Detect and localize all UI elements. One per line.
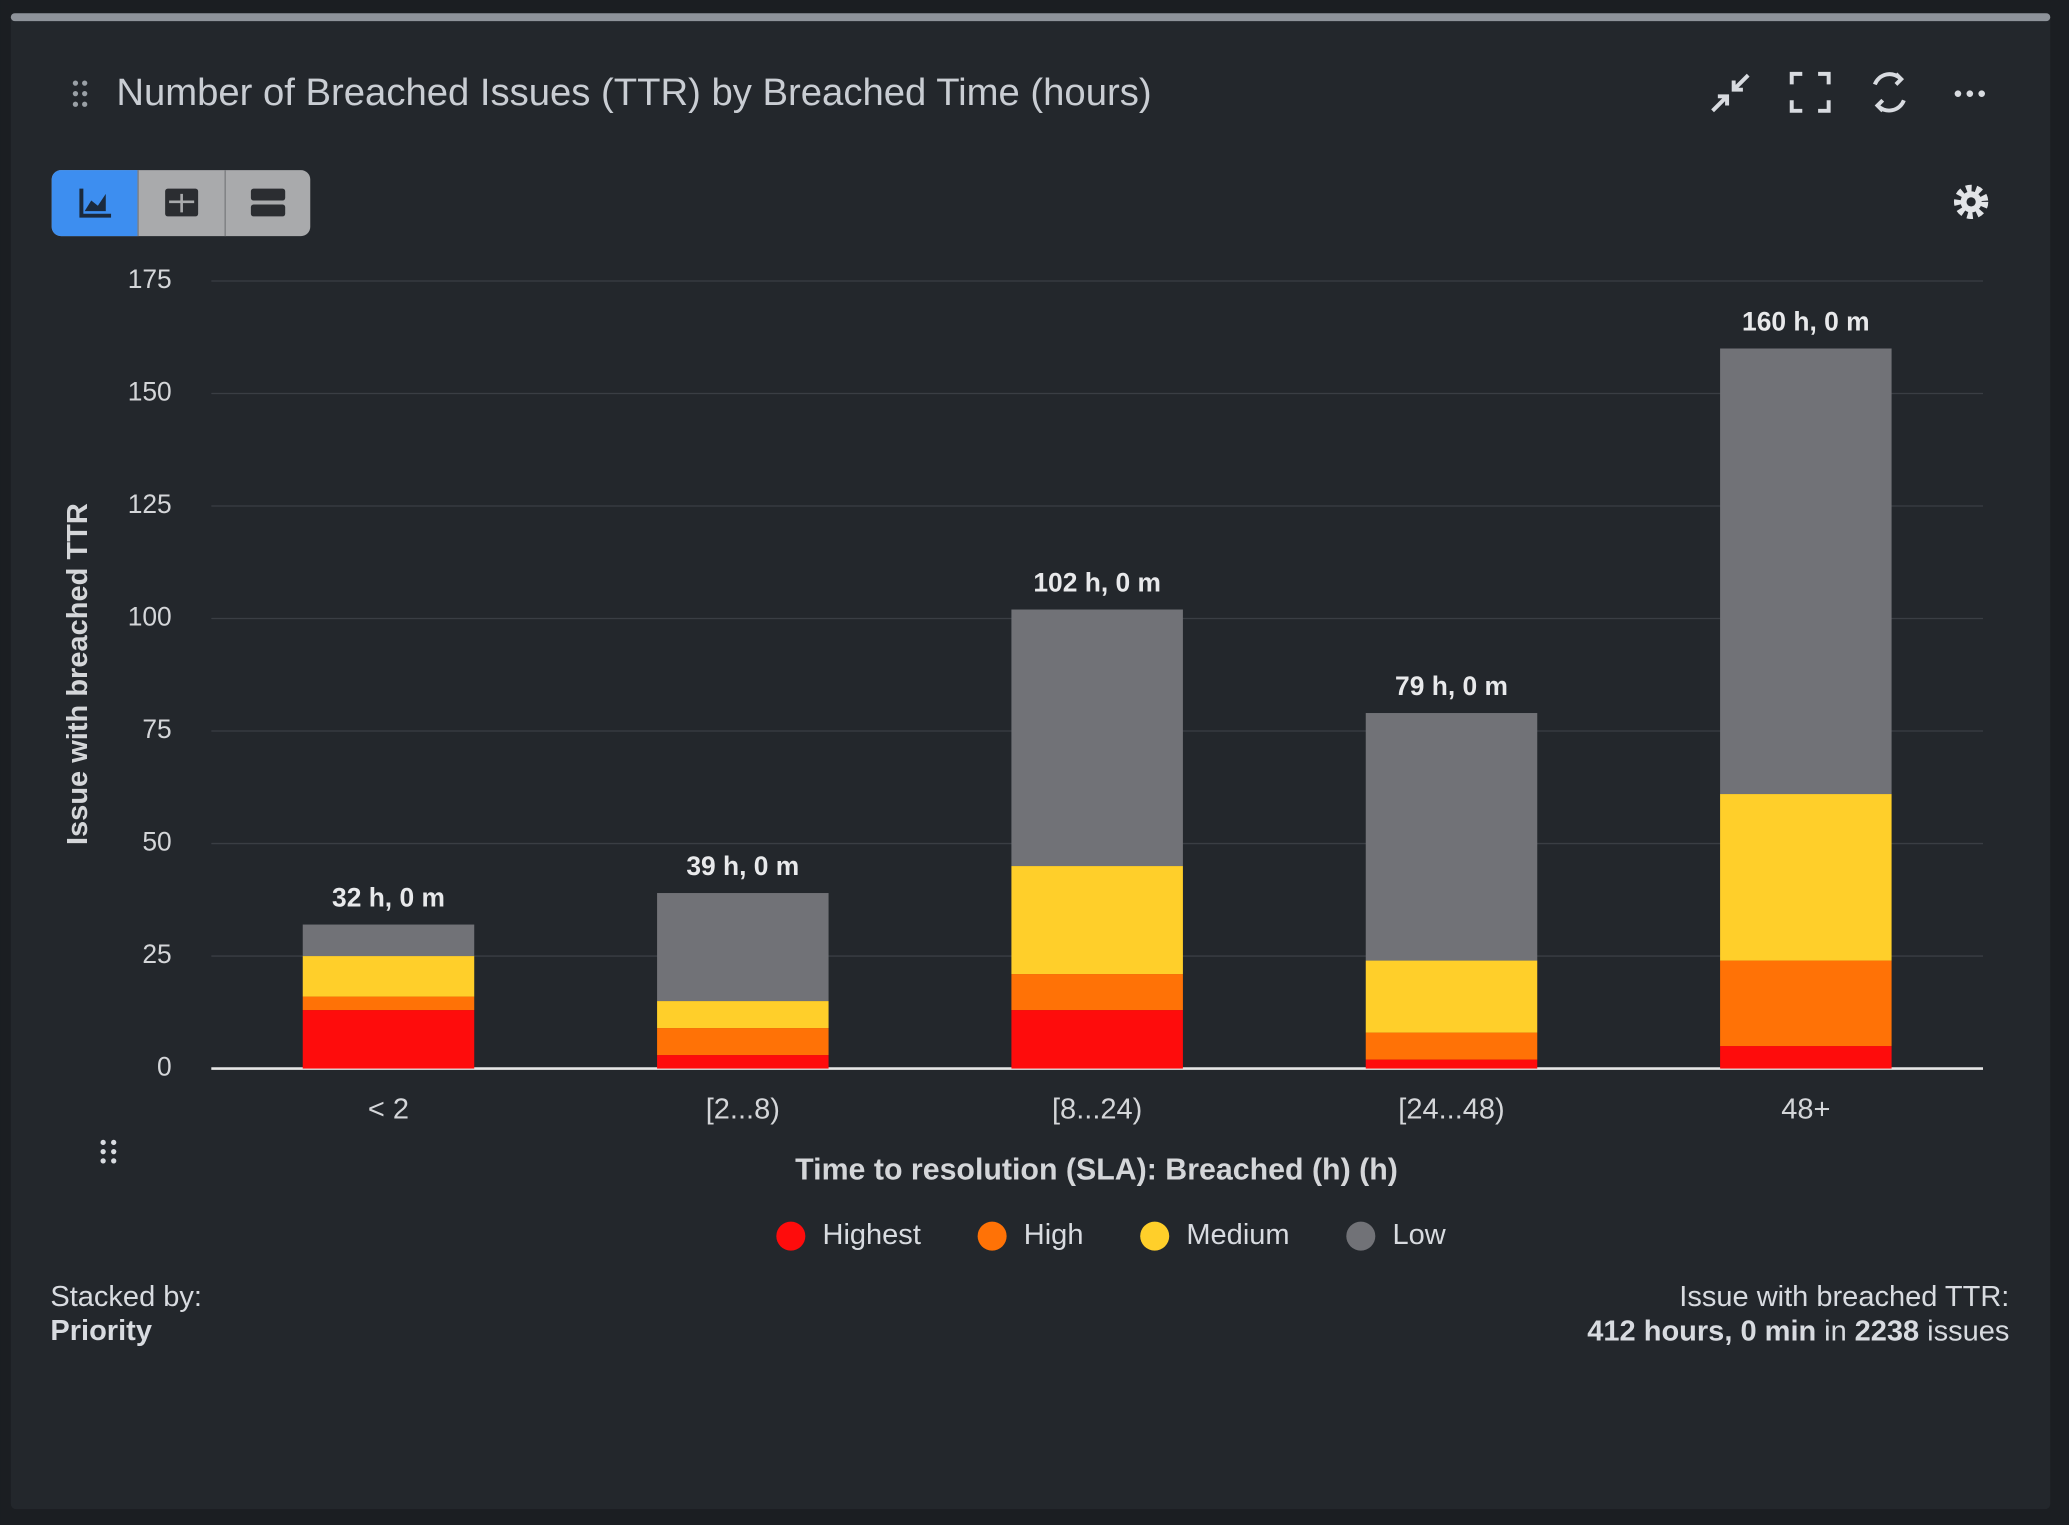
bar-segment xyxy=(1720,960,1892,1047)
x-tick-label: [24...48) xyxy=(1398,1093,1504,1125)
y-tick-label: 175 xyxy=(128,264,172,294)
summary: 412 hours, 0 min in 2238 issues xyxy=(1587,1315,2009,1347)
summary-unit: issues xyxy=(1927,1315,2009,1347)
widget-title: Number of Breached Issues (TTR) by Breac… xyxy=(116,71,1151,114)
total-label: 160 h, 0 m xyxy=(1742,306,1870,336)
y-tick-label: 150 xyxy=(128,376,172,406)
y-tick-label: 125 xyxy=(128,489,172,519)
bar-segment xyxy=(1720,794,1892,961)
collapse-icon[interactable] xyxy=(1711,73,1750,113)
bar-segment xyxy=(657,893,829,1002)
bar-segment xyxy=(302,924,475,957)
table-icon xyxy=(169,193,195,213)
total-label: 32 h, 0 m xyxy=(332,882,445,912)
y-tick-label: 0 xyxy=(157,1052,172,1082)
y-tick-label: 25 xyxy=(142,939,171,969)
x-axis-title: Time to resolution (SLA): Breached (h) (… xyxy=(795,1153,1398,1186)
fullscreen-icon[interactable] xyxy=(1789,71,1831,113)
settings-icon[interactable] xyxy=(1953,184,1989,219)
total-label: 39 h, 0 m xyxy=(686,851,799,881)
summary-in: in xyxy=(1824,1315,1847,1347)
x-tick-label: < 2 xyxy=(368,1093,409,1125)
bar-segment xyxy=(1365,1059,1538,1069)
legend-marker xyxy=(977,1221,1007,1251)
y-tick-label: 75 xyxy=(142,714,171,744)
gear-hole xyxy=(1966,197,1976,207)
header-icons[interactable] xyxy=(1711,71,1906,113)
legend-label: High xyxy=(1024,1219,1084,1251)
stacked-by-label: Stacked by: xyxy=(50,1281,202,1313)
bar-segment xyxy=(1365,1032,1538,1060)
bar-segment xyxy=(657,1055,829,1069)
summary-time: 412 hours, 0 min xyxy=(1587,1315,1816,1347)
bar-segment xyxy=(1011,609,1183,867)
legend-marker xyxy=(1140,1221,1170,1251)
legend-label: Low xyxy=(1392,1219,1446,1251)
legend-label: Medium xyxy=(1186,1219,1289,1251)
bar-segment xyxy=(1365,713,1538,961)
bar-segment xyxy=(1011,974,1183,1011)
chart-view-button[interactable] xyxy=(51,170,138,237)
bar-segment xyxy=(302,1010,475,1069)
bar-segment xyxy=(302,956,475,997)
legend-label: Highest xyxy=(822,1219,920,1251)
refresh-icon[interactable] xyxy=(1872,72,1906,113)
bar-segment xyxy=(1011,866,1183,975)
total-label: 102 h, 0 m xyxy=(1033,567,1161,597)
x-tick-label: 48+ xyxy=(1781,1093,1830,1125)
bar-segment xyxy=(1720,1046,1892,1069)
summary-count: 2238 xyxy=(1855,1315,1920,1347)
summary-label: Issue with breached TTR: xyxy=(1679,1281,2009,1313)
total-label: 79 h, 0 m xyxy=(1395,671,1508,701)
bar-segment xyxy=(1365,960,1538,1033)
legend-marker xyxy=(776,1221,806,1251)
list-icon xyxy=(250,204,286,217)
more-icon[interactable] xyxy=(1954,90,1985,97)
bar-segment xyxy=(1011,1010,1183,1069)
x-tick-label: [8...24) xyxy=(1052,1093,1142,1125)
y-tick-label: 100 xyxy=(128,601,172,631)
stacked-by-value: Priority xyxy=(50,1315,152,1347)
bar-segment xyxy=(302,996,475,1011)
legend-marker xyxy=(1346,1221,1376,1251)
view-toggle[interactable] xyxy=(51,170,311,237)
legend-drag-handle[interactable] xyxy=(100,1139,117,1164)
chart-icon xyxy=(79,188,112,218)
drag-handle[interactable] xyxy=(72,80,88,107)
bar-segment xyxy=(657,1028,829,1056)
gear-teeth xyxy=(1953,184,1989,219)
x-tick-label: [2...8) xyxy=(706,1093,780,1125)
panel-top-bar xyxy=(10,13,2051,22)
bar-segment xyxy=(1720,348,1892,795)
bar-segment xyxy=(657,1001,829,1029)
y-axis-title: Issue with breached TTR xyxy=(62,503,94,845)
list-view-button[interactable] xyxy=(250,188,286,201)
y-tick-label: 50 xyxy=(142,827,171,857)
